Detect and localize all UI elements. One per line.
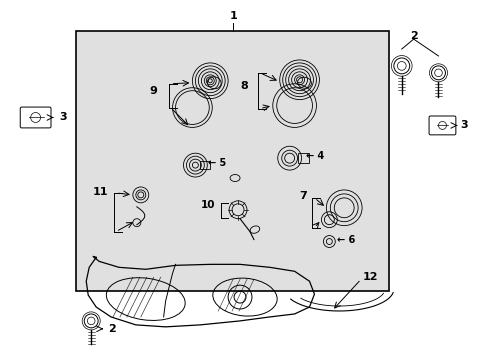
Text: 12: 12 [362, 272, 378, 282]
Bar [76, 31, 388, 291]
Text: 7: 7 [298, 191, 306, 201]
Text: 3: 3 [459, 121, 467, 130]
Text: 10: 10 [200, 200, 215, 210]
Text: ← 6: ← 6 [337, 234, 355, 244]
Text: 9: 9 [149, 86, 157, 96]
Text: ← 4: ← 4 [305, 151, 323, 161]
Text: ← 5: ← 5 [208, 158, 226, 168]
Text: 1: 1 [229, 11, 237, 21]
Text: 3: 3 [60, 112, 67, 122]
Text: 8: 8 [240, 81, 247, 91]
Bar [200, 161, 210, 169]
Text: 11: 11 [92, 187, 108, 197]
Text: 2: 2 [409, 31, 417, 41]
Text: 2: 2 [108, 324, 116, 334]
Bar [297, 153, 309, 163]
